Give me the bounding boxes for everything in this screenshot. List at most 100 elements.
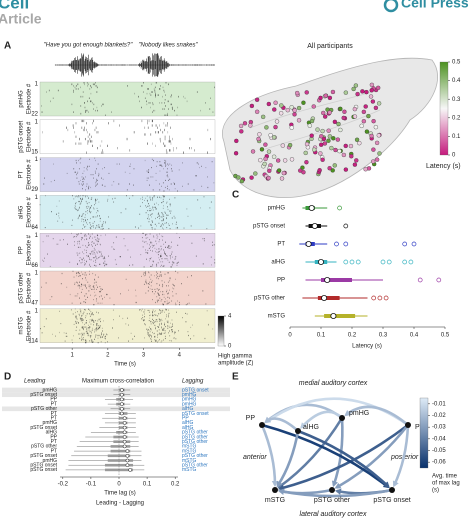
axis-note: Leading - Lagging — [96, 501, 144, 507]
electrode — [370, 134, 374, 138]
brain — [222, 58, 437, 197]
x-tick-label: 3 — [142, 353, 146, 359]
electrode — [376, 86, 380, 90]
electrode — [328, 134, 332, 138]
median — [120, 407, 123, 410]
median — [120, 388, 123, 391]
electrode — [250, 176, 254, 180]
electrode — [360, 89, 364, 93]
electrode — [236, 175, 240, 179]
electrode — [283, 158, 287, 162]
colorbar-tick-label: 0.1 — [452, 134, 461, 140]
outlier — [372, 296, 376, 300]
electrode — [319, 143, 323, 147]
electrode — [305, 142, 309, 146]
electrode — [239, 129, 243, 133]
electrode — [257, 137, 261, 141]
box — [113, 440, 130, 443]
colorbar-label: High gamma — [218, 354, 253, 360]
electrode — [370, 83, 374, 87]
x-tick-label: 0.2 — [348, 333, 357, 339]
outlier — [437, 278, 441, 282]
node — [295, 428, 301, 434]
electrode — [250, 104, 254, 108]
node — [339, 415, 345, 421]
region-label: medial auditory cortex — [299, 380, 368, 387]
raster-background — [40, 195, 215, 229]
electrode — [323, 115, 327, 119]
electrode — [328, 166, 332, 170]
electrode — [364, 167, 368, 171]
electrode — [290, 157, 294, 161]
electrode — [375, 141, 379, 145]
electrode — [324, 94, 328, 98]
outlier — [403, 260, 407, 264]
electrode — [353, 107, 357, 111]
median — [123, 417, 126, 420]
electrode — [342, 116, 346, 120]
electrode — [312, 104, 316, 108]
electrode — [282, 171, 286, 175]
row-label: PP — [19, 246, 25, 254]
x-tick-label: 0.3 — [379, 333, 388, 339]
x-tick-label: 0 — [117, 482, 121, 488]
electrode — [243, 121, 247, 125]
electrode — [328, 96, 332, 100]
electrode — [338, 128, 342, 132]
median — [120, 403, 123, 406]
electrode — [371, 148, 375, 152]
colorbar — [218, 316, 224, 346]
category-label: alHG — [271, 260, 285, 266]
electrode — [264, 125, 268, 129]
median — [123, 431, 126, 434]
y-axis-label: Electrode # — [27, 234, 33, 265]
y-axis-label: Electrode # — [27, 310, 33, 341]
electrode-first: 1 — [35, 271, 39, 277]
electrode — [298, 169, 302, 173]
electrode — [338, 107, 342, 111]
publisher-logo — [385, 0, 397, 11]
electrode — [342, 110, 346, 114]
y-axis-label: Electrode # — [27, 83, 33, 114]
electrode — [333, 148, 337, 152]
electrode — [272, 108, 276, 112]
electrode — [354, 158, 358, 162]
figure: Cell Article Cell Press A "Have you got … — [0, 0, 474, 525]
electrode — [293, 112, 297, 116]
node-label: alHG — [303, 424, 319, 431]
median — [123, 440, 126, 443]
electrode — [352, 87, 356, 91]
electrode-last: 22 — [31, 112, 38, 118]
electrode — [251, 149, 255, 153]
median — [126, 464, 129, 467]
colorbar-tick-label: 0.2 — [452, 115, 461, 121]
x-tick-label: 0.4 — [410, 333, 419, 339]
x-axis-label: Time (s) — [114, 362, 136, 368]
electrode — [281, 144, 285, 148]
electrode — [333, 120, 337, 124]
electrode — [377, 151, 381, 155]
median — [331, 313, 336, 318]
outlier — [378, 296, 382, 300]
median — [123, 421, 126, 424]
quote: "Nobody likes snakes" — [138, 43, 198, 49]
electrode-last: 66 — [31, 263, 38, 269]
row-label: alHG — [19, 205, 25, 219]
electrode — [277, 168, 281, 172]
electrode-last: 114 — [28, 338, 38, 344]
category-label: pSTG onset — [253, 224, 285, 230]
electrode — [349, 144, 353, 148]
row-label: PT — [19, 170, 25, 178]
y-axis-label: Electrode # — [27, 159, 33, 190]
outlier — [335, 242, 339, 246]
electrode — [239, 124, 243, 128]
electrode — [319, 134, 323, 138]
electrode — [253, 172, 257, 176]
electrode — [295, 91, 299, 95]
box — [324, 314, 355, 318]
colorbar-label: (s) — [432, 488, 439, 494]
electrode — [374, 125, 378, 129]
colorbar-label: Latency (s) — [426, 163, 461, 170]
box — [111, 445, 131, 448]
electrode — [318, 151, 322, 155]
